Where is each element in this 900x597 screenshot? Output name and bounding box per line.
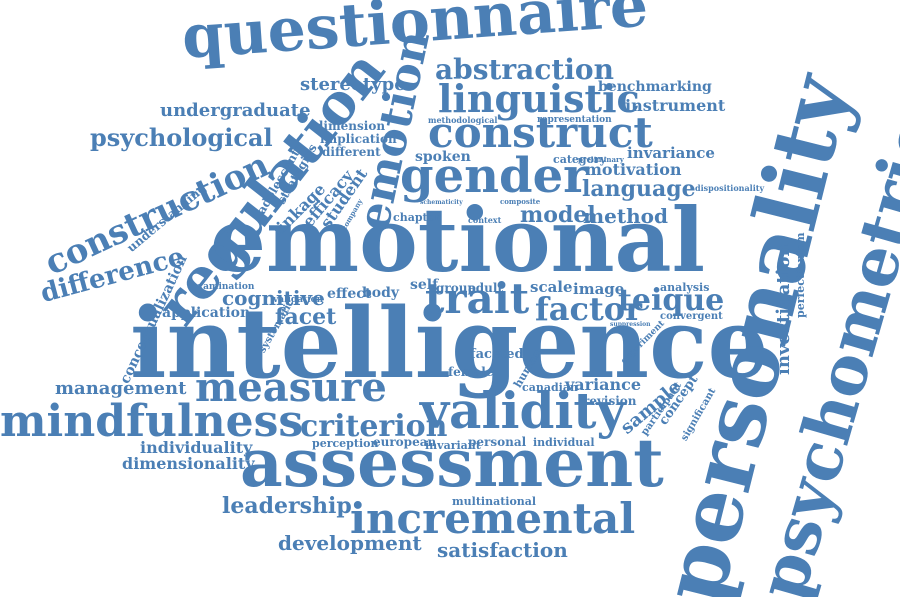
word-stereotype: stereotype [300, 74, 406, 95]
word-different: different [322, 145, 381, 159]
word-preliminary: preliminary [578, 155, 624, 164]
word-incremental: incremental [350, 494, 636, 543]
word-schematicity: schematicity [420, 199, 463, 206]
word-validation: validation [273, 295, 324, 305]
word-language: language [582, 176, 696, 202]
word-revision: revision [583, 394, 637, 408]
word-examination: examination [192, 282, 255, 292]
word-body: body [362, 285, 400, 301]
word-development: development [278, 531, 422, 555]
word-satisfaction: satisfaction [437, 538, 568, 562]
word-undergraduate: undergraduate [160, 100, 311, 121]
word-model: model [520, 202, 596, 228]
word-effect: effect [327, 286, 372, 302]
word-dimension: dimension [315, 119, 386, 133]
word-leadership: leadership [222, 493, 352, 519]
word-personal: personal [468, 435, 527, 449]
word-european: european [373, 435, 437, 449]
word-female: female [448, 365, 494, 379]
word-investigation: investigation [773, 243, 794, 375]
word-individual: individual [533, 436, 595, 449]
word-intelligence: intelligence [130, 287, 769, 400]
word-scale: scale [530, 278, 573, 296]
word-criterion: criterion [300, 409, 448, 444]
word-perfectionism: perfectionism [794, 232, 807, 318]
word-faceted: faceted [470, 347, 524, 362]
word-motivation: motivation [585, 160, 682, 179]
word-convergent: convergent [660, 311, 723, 322]
word-multinational: multinational [452, 495, 537, 508]
word-analysis: analysis [660, 281, 710, 294]
word-variance: variance [565, 375, 642, 394]
word-linguistic: linguistic [438, 76, 640, 121]
word-instrument: instrument [625, 96, 726, 115]
word-composite: composite [500, 197, 541, 206]
word-invariant: invariant [425, 439, 481, 452]
word-benchmarking: benchmarking [598, 79, 712, 95]
word-management: management [55, 378, 187, 399]
word-group: group [436, 281, 476, 295]
word-emotional: emotional [210, 188, 705, 292]
word-chapter: chapter [393, 211, 441, 224]
word-application: application [162, 305, 251, 321]
word-gender: gender [400, 148, 589, 204]
word-canadian: canadian [522, 381, 578, 394]
word-spoken: spoken [415, 149, 471, 165]
word-dimensionality: dimensionality [122, 454, 255, 473]
word-method: method [583, 204, 668, 228]
word-assessment: assessment [240, 424, 664, 502]
word-psychological: psychological [90, 123, 273, 152]
word-construct: construct [428, 108, 653, 157]
word-perception: perception [312, 437, 379, 450]
word-invariance: invariance [627, 144, 715, 162]
word-methodological: methodological [428, 115, 498, 125]
word-mindfulness: mindfulness [0, 396, 304, 447]
word-self: self [410, 277, 439, 293]
word-cognitive: cognitive [222, 286, 325, 310]
word-factor: factor [535, 290, 642, 328]
word-individuality: individuality [140, 438, 253, 457]
word-representation: representation [537, 115, 612, 125]
word-abstraction: abstraction [435, 53, 614, 86]
word-teique: teique [618, 283, 725, 318]
word-image: image [573, 280, 625, 298]
word-suppression: suppression [610, 321, 651, 328]
word-category: category [553, 153, 607, 166]
word-implication: implication [320, 132, 397, 146]
word-trait: trait [425, 274, 530, 323]
word-context: context [468, 215, 502, 225]
word-measure: measure [195, 364, 387, 411]
word-dispositionality: dispositionality [695, 183, 765, 193]
word-adult: adult [468, 281, 503, 295]
word-validity: validity [420, 381, 626, 440]
word-facet: facet [275, 304, 337, 330]
